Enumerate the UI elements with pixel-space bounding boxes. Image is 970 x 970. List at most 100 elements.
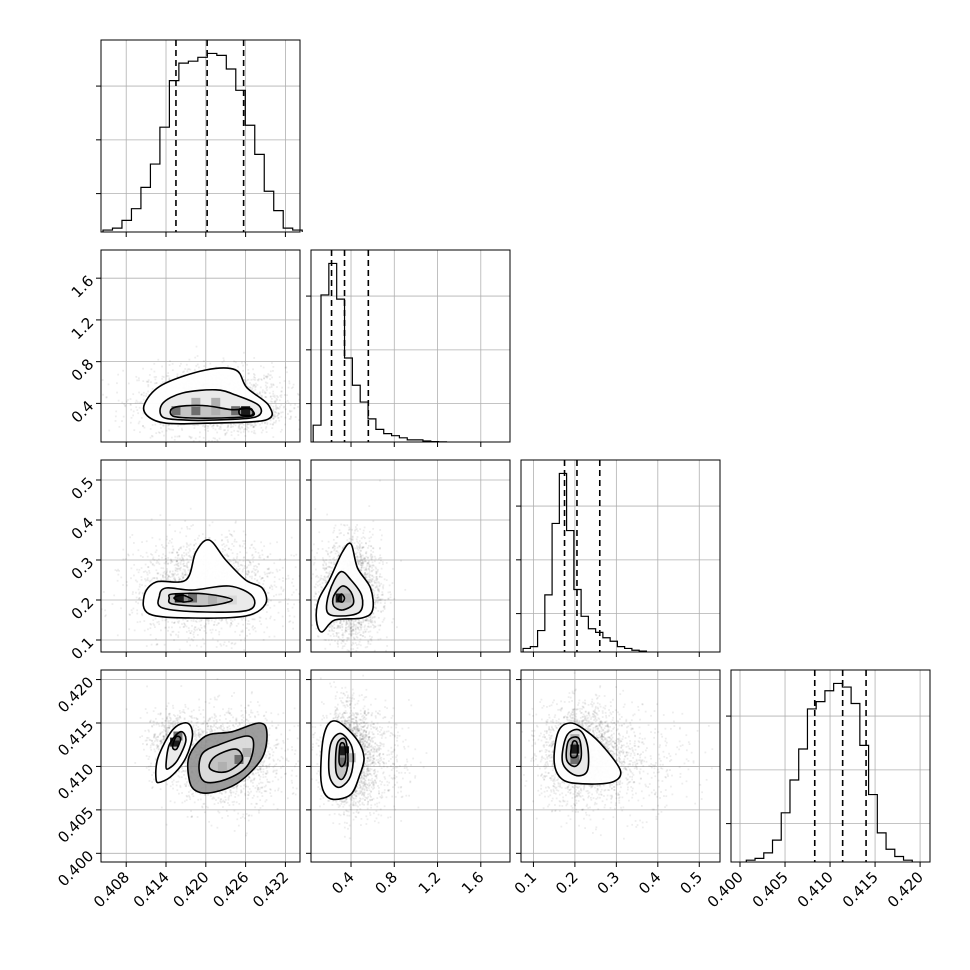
scatter-point	[253, 376, 256, 378]
scatter-point	[189, 632, 192, 635]
scatter-point	[225, 619, 227, 621]
scatter-point	[259, 392, 261, 395]
scatter-point	[194, 356, 197, 359]
scatter-point	[283, 380, 286, 382]
scatter-point	[246, 566, 249, 568]
scatter-point	[270, 386, 273, 388]
scatter-point	[304, 605, 306, 607]
scatter-point	[183, 623, 186, 626]
scatter-point	[152, 622, 155, 625]
scatter-point	[264, 381, 267, 384]
scatter-point	[233, 618, 236, 621]
scatter-point	[137, 598, 140, 600]
scatter-point	[132, 414, 135, 417]
scatter-point	[257, 378, 260, 381]
scatter-point	[171, 630, 174, 633]
scatter-point	[298, 592, 300, 595]
scatter-point	[224, 432, 227, 435]
scatter-point	[252, 628, 255, 631]
scatter-point	[162, 424, 165, 427]
scatter-point	[230, 560, 232, 563]
scatter-point	[293, 603, 295, 606]
scatter-point	[74, 398, 76, 400]
scatter-point	[90, 426, 92, 428]
scatter-point	[184, 520, 187, 522]
scatter-point	[133, 574, 135, 577]
scatter-point	[280, 411, 283, 414]
scatter-point	[104, 609, 107, 612]
scatter-point	[135, 596, 138, 599]
scatter-point	[200, 444, 202, 446]
scatter-point	[235, 561, 237, 563]
contour-line-2-0-1	[157, 585, 256, 614]
scatter-point	[332, 545, 335, 548]
scatter-point	[266, 600, 269, 603]
scatter-point	[267, 373, 270, 375]
scatter-point	[179, 567, 182, 570]
scatter-point	[222, 643, 225, 646]
scatter-point	[131, 611, 134, 614]
scatter-point	[153, 564, 156, 567]
scatter-point	[127, 553, 129, 556]
scatter-point	[227, 662, 229, 664]
scatter-point	[246, 428, 248, 431]
scatter-point	[252, 426, 255, 428]
scatter-point	[293, 615, 296, 618]
scatter-point	[254, 432, 257, 435]
scatter-point	[256, 393, 259, 395]
scatter-point	[171, 575, 174, 578]
scatter-point	[179, 561, 182, 564]
scatter-point	[151, 424, 154, 426]
scatter-point	[265, 396, 268, 399]
scatter-point	[161, 375, 164, 378]
scatter-point	[145, 540, 148, 543]
scatter-point	[259, 423, 261, 426]
scatter-point	[251, 424, 254, 427]
scatter-point	[233, 530, 236, 533]
scatter-point	[230, 533, 233, 536]
scatter-point	[150, 643, 153, 646]
scatter-point	[266, 376, 269, 379]
scatter-point	[271, 416, 274, 419]
scatter-point	[233, 565, 236, 568]
scatter-point	[190, 619, 193, 622]
scatter-point	[269, 553, 272, 556]
scatter-point	[161, 556, 163, 559]
scatter-point	[137, 412, 140, 415]
scatter-point	[291, 593, 293, 596]
scatter-point	[256, 571, 259, 574]
scatter-point	[261, 389, 264, 392]
scatter-point	[244, 639, 246, 642]
scatter-point	[220, 627, 223, 630]
scatter-point	[147, 383, 150, 386]
scatter-point	[272, 384, 275, 387]
scatter-point	[165, 429, 168, 432]
scatter-point	[253, 578, 256, 580]
scatter-point	[174, 435, 176, 438]
scatter-point	[187, 544, 190, 547]
scatter-point	[268, 386, 271, 389]
scatter-point	[200, 618, 203, 621]
scatter-point	[232, 425, 235, 428]
scatter-point	[273, 411, 276, 414]
scatter-point	[283, 394, 286, 396]
scatter-point	[172, 574, 175, 577]
scatter-point	[268, 572, 271, 575]
scatter-point	[250, 577, 253, 580]
scatter-point	[182, 565, 185, 567]
scatter-point	[161, 378, 164, 380]
scatter-point	[225, 620, 228, 623]
scatter-point	[155, 382, 158, 384]
scatter-point	[173, 564, 176, 567]
scatter-point	[182, 577, 185, 579]
scatter-point	[241, 545, 244, 548]
scatter-point	[243, 351, 245, 354]
scatter-point	[218, 633, 221, 636]
density-cell-1-0-3	[231, 406, 241, 416]
scatter-point	[242, 623, 245, 626]
scatter-point	[136, 580, 139, 583]
scatter-point	[185, 625, 188, 628]
scatter-point	[290, 410, 293, 413]
scatter-point	[295, 553, 298, 556]
scatter-point	[256, 579, 258, 582]
